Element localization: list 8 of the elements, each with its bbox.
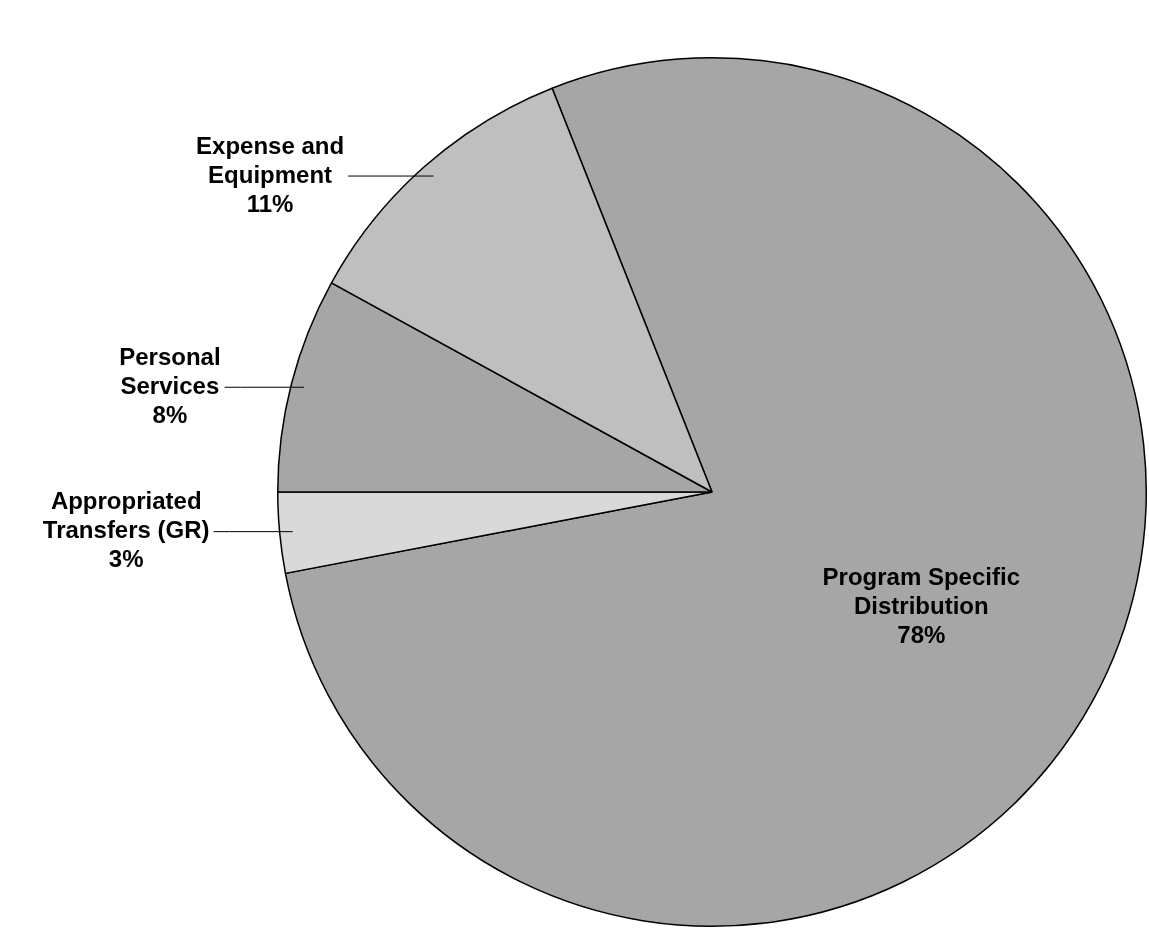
slice-label: Program Specific Distribution [822, 562, 1020, 619]
data-label: 78% [897, 620, 946, 648]
slice-label: Appropriated Transfers (GR) [42, 487, 210, 544]
data-label: 3% [108, 545, 144, 573]
slice-label: Expense and Equipment [196, 131, 345, 188]
data-label: 11% [246, 189, 294, 217]
slice-label: Personal Services [119, 342, 221, 399]
data-label: 8% [152, 400, 188, 428]
